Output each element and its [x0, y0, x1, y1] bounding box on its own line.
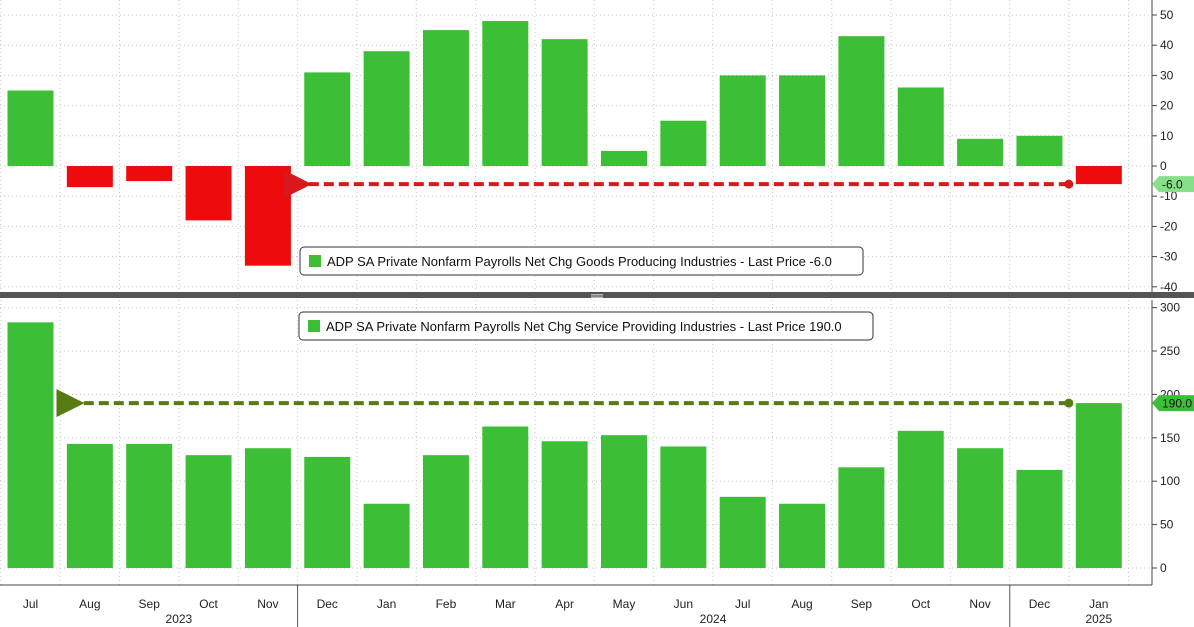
- bar: [719, 75, 766, 166]
- y-tick-label: 50: [1160, 8, 1174, 22]
- x-tick-label: Jan: [377, 597, 396, 611]
- y-tick-label: 50: [1160, 518, 1174, 532]
- bar: [482, 426, 529, 568]
- legend-label: ADP SA Private Nonfarm Payrolls Net Chg …: [326, 319, 842, 334]
- y-tick-label: 30: [1160, 68, 1174, 82]
- arrow-origin-dot: [1064, 398, 1074, 408]
- bar: [838, 36, 885, 166]
- x-tick-label: Jan: [1089, 597, 1108, 611]
- bar: [185, 166, 232, 221]
- bar: [66, 166, 113, 188]
- x-year-label: 2023: [166, 612, 193, 626]
- bar: [126, 443, 173, 568]
- bar: [482, 21, 529, 167]
- last-value-tag: [1152, 176, 1194, 193]
- x-tick-label: Jun: [674, 597, 693, 611]
- x-tick-label: Sep: [851, 597, 873, 611]
- bar: [957, 138, 1004, 166]
- last-value-label: -6.0: [1162, 178, 1183, 192]
- bar: [601, 150, 647, 166]
- x-tick-label: Jul: [735, 597, 750, 611]
- x-year-label: 2024: [700, 612, 727, 626]
- x-tick-label: Oct: [199, 597, 218, 611]
- legend-box: [298, 311, 874, 341]
- x-tick-label: Aug: [79, 597, 100, 611]
- bar: [244, 166, 291, 266]
- y-tick-label: 20: [1160, 99, 1174, 113]
- bar: [1075, 166, 1122, 185]
- x-tick-label: May: [613, 597, 636, 611]
- bar: [779, 503, 826, 568]
- y-tick-label: -30: [1160, 250, 1178, 264]
- x-tick-label: Jul: [23, 597, 38, 611]
- x-tick-label: Dec: [317, 597, 338, 611]
- bar: [838, 467, 885, 568]
- x-year-label: 2025: [1085, 612, 1112, 626]
- y-tick-label: 40: [1160, 38, 1174, 52]
- y-tick-label: 150: [1160, 431, 1180, 445]
- bar: [897, 430, 944, 568]
- bar: [422, 30, 469, 166]
- y-tick-label: 0: [1160, 561, 1167, 575]
- bar: [185, 455, 232, 568]
- bar: [897, 87, 944, 166]
- y-tick-label: 0: [1160, 159, 1167, 173]
- legend-layer: ADP SA Private Nonfarm Payrolls Net Chg …: [298, 246, 874, 341]
- bar: [1016, 135, 1063, 166]
- bar: [7, 322, 54, 568]
- x-tick-label: Feb: [436, 597, 457, 611]
- bar: [422, 455, 469, 568]
- bars-layer: [7, 21, 1122, 568]
- bar: [779, 75, 826, 166]
- bar: [541, 441, 588, 568]
- y-tick-label: 10: [1160, 129, 1174, 143]
- bar: [660, 120, 707, 166]
- y-tick-label: 100: [1160, 474, 1180, 488]
- legend-box: [299, 246, 864, 276]
- legend-label: ADP SA Private Nonfarm Payrolls Net Chg …: [327, 254, 832, 269]
- bar: [541, 39, 588, 166]
- bar: [126, 166, 173, 182]
- last-value-tag: [1152, 395, 1194, 412]
- x-tick-label: Sep: [139, 597, 161, 611]
- x-tick-label: Mar: [495, 597, 516, 611]
- bar: [660, 446, 707, 568]
- bar: [1016, 469, 1063, 568]
- arrow-origin-dot: [1064, 179, 1074, 189]
- x-tick-label: Apr: [555, 597, 574, 611]
- legend-swatch: [308, 320, 320, 332]
- bar: [304, 72, 351, 166]
- divider-grip: [591, 296, 603, 298]
- bar: [7, 90, 54, 166]
- bar: [363, 51, 410, 166]
- bar: [601, 435, 647, 568]
- bar: [66, 443, 113, 568]
- bar: [719, 496, 766, 568]
- arrow-layer: -6.0 190.0: [56, 170, 1194, 418]
- x-tick-label: Oct: [911, 597, 930, 611]
- y-tick-label: -10: [1160, 189, 1178, 203]
- x-tick-label: Dec: [1029, 597, 1050, 611]
- y-tick-label: -40: [1160, 280, 1178, 294]
- x-tick-label: Nov: [257, 597, 278, 611]
- divider-grip: [591, 294, 603, 296]
- y-tick-label: 250: [1160, 344, 1180, 358]
- bar: [244, 448, 291, 568]
- x-tick-label: Aug: [791, 597, 812, 611]
- bar: [1075, 403, 1122, 568]
- bar: [363, 503, 410, 568]
- y-tick-label: 300: [1160, 301, 1180, 315]
- bar: [957, 448, 1004, 568]
- last-value-label: 190.0: [1162, 397, 1192, 411]
- x-tick-label: Nov: [969, 597, 990, 611]
- bar: [304, 456, 351, 568]
- y-tick-label: -20: [1160, 219, 1178, 233]
- legend-swatch: [309, 255, 321, 267]
